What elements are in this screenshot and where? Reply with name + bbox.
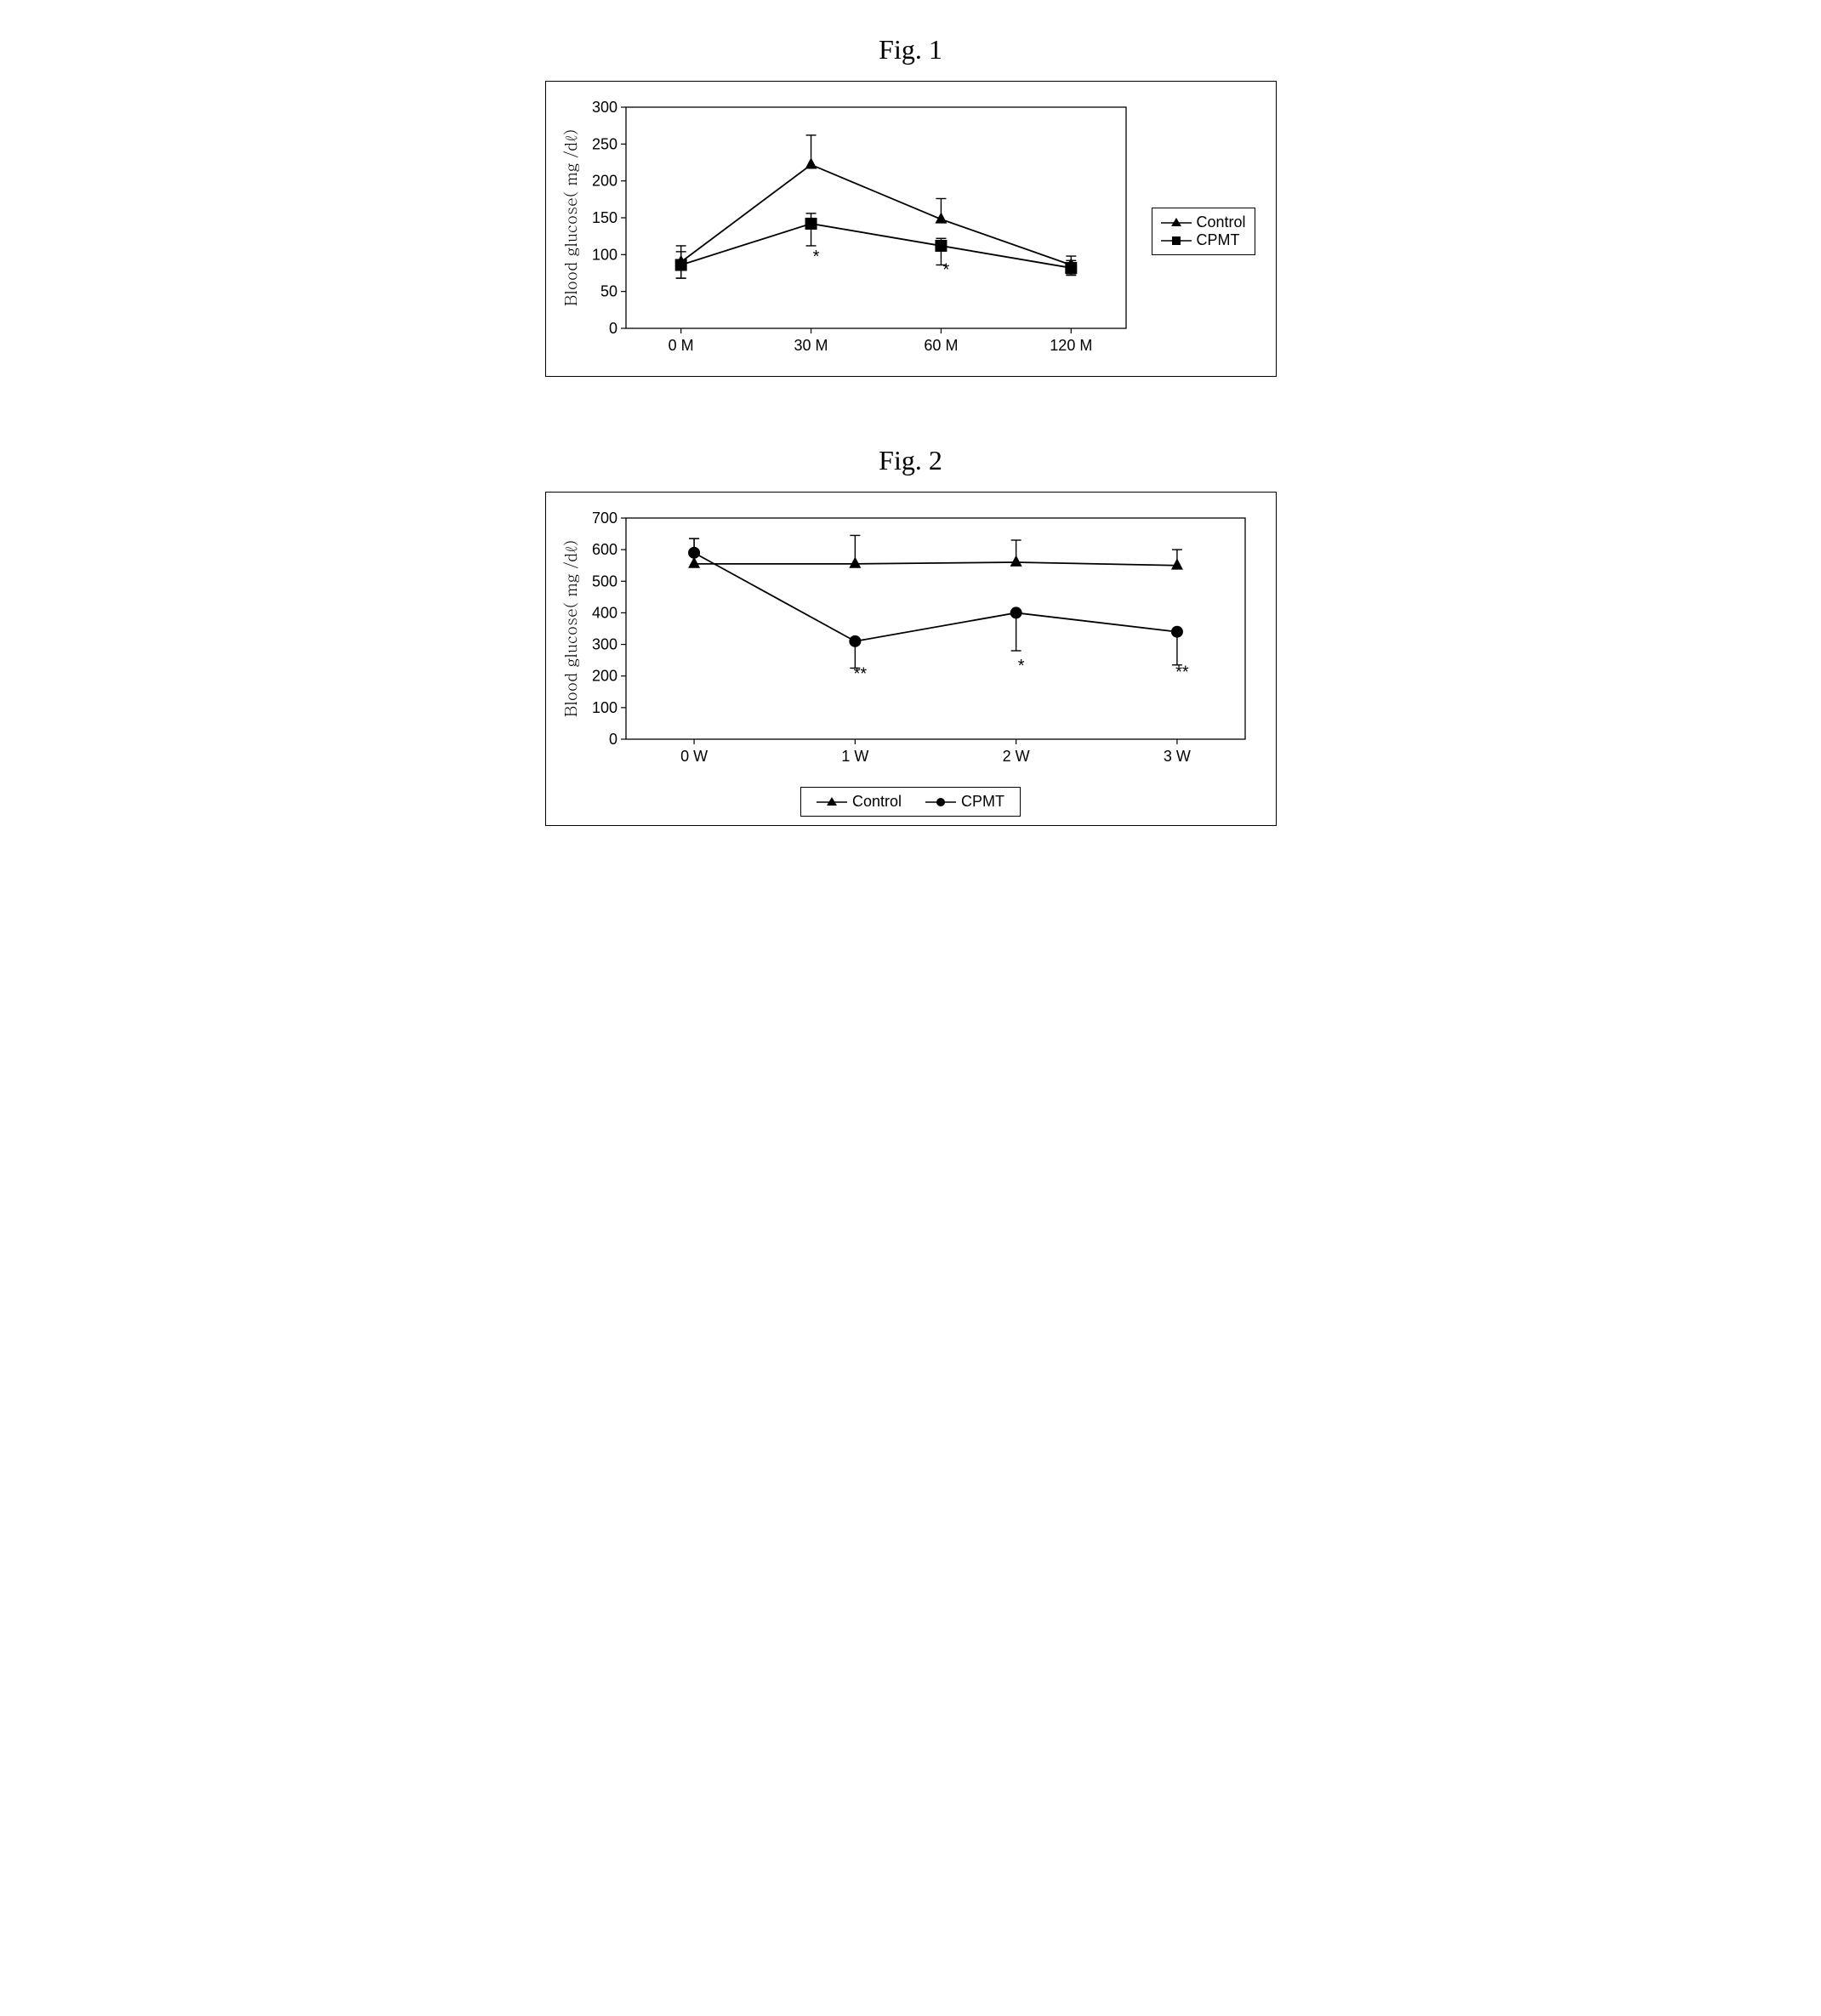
y-axis-label: Blood glucose( mg /dℓ)	[560, 129, 582, 306]
y-tick-label: 200	[591, 173, 617, 190]
y-tick-label: 250	[591, 135, 617, 152]
y-tick-label: 600	[591, 541, 617, 558]
figure-1-panel: 0 50 100 150 200 250 300 0 M 30 M 60 M 120 M Blood …	[545, 81, 1277, 377]
y-tick-label: 500	[591, 572, 617, 589]
y-tick-label: 150	[591, 209, 617, 226]
legend-label-cpmt: CPMT	[1197, 231, 1240, 249]
marker-cpmt	[935, 240, 947, 252]
x-tick-label: 2 W	[1002, 748, 1029, 765]
marker-cpmt	[674, 259, 686, 271]
figure-2-title: Fig. 2	[545, 445, 1277, 476]
marker-cpmt	[849, 635, 861, 647]
legend-marker-control	[1161, 216, 1192, 230]
significance-marker: **	[1175, 663, 1189, 682]
y-tick-label: 0	[608, 731, 617, 748]
legend-label-control: Control	[1197, 214, 1246, 231]
x-tick-label: 60 M	[924, 337, 958, 354]
legend-marker-cpmt	[1161, 234, 1192, 248]
y-tick-label: 100	[591, 246, 617, 263]
legend2-label-cpmt: CPMT	[961, 793, 1004, 811]
figure-1-chart: 0 50 100 150 200 250 300 0 M 30 M 60 M 120 M Blood …	[560, 95, 1138, 367]
legend2-marker-cpmt	[925, 795, 956, 809]
marker-cpmt	[1170, 626, 1182, 638]
x-tick-label: 120 M	[1050, 337, 1092, 354]
y-tick-label: 100	[591, 699, 617, 716]
y-tick-label: 200	[591, 668, 617, 685]
y-tick-label: 50	[600, 283, 617, 300]
legend2-marker-control	[817, 795, 847, 809]
figure-1-title: Fig. 1	[545, 34, 1277, 65]
figure-2-block: Fig. 2 0 100 200 300 400 500 600 700 0 W 1 W 2 W 3 …	[545, 445, 1277, 826]
legend2-label-control: Control	[852, 793, 902, 811]
x-tick-label: 1 W	[841, 748, 868, 765]
legend-row-control: Control	[1161, 214, 1246, 231]
y-tick-label: 700	[591, 510, 617, 527]
marker-cpmt	[1010, 607, 1021, 618]
figure-2-chart: 0 100 200 300 400 500 600 700 0 W 1 W 2 W 3 W Blood …	[560, 506, 1257, 778]
y-axis-label: Blood glucose( mg /dℓ)	[560, 540, 582, 717]
marker-cpmt	[1065, 262, 1077, 274]
x-tick-label: 0 M	[668, 337, 693, 354]
significance-marker: *	[812, 248, 819, 266]
y-tick-label: 0	[608, 320, 617, 337]
y-tick-label: 300	[591, 99, 617, 116]
figure-1-block: Fig. 1 0 50 100 150 200 250 300 0 M 30 M 60 M 120 …	[545, 34, 1277, 377]
legend-row-cpmt: CPMT	[1161, 231, 1246, 249]
x-tick-label: 30 M	[794, 337, 828, 354]
figure-2-legend: Control CPMT	[560, 787, 1262, 817]
legend2-row-cpmt: CPMT	[925, 793, 1004, 811]
legend2-row-control: Control	[817, 793, 902, 811]
significance-marker: *	[942, 261, 949, 280]
marker-cpmt	[688, 547, 700, 559]
figure-2-panel: 0 100 200 300 400 500 600 700 0 W 1 W 2 W 3 W Blood …	[545, 492, 1277, 826]
y-tick-label: 300	[591, 636, 617, 653]
marker-cpmt	[805, 218, 817, 230]
y-tick-label: 400	[591, 604, 617, 621]
figure-1-legend: Control CPMT	[1152, 208, 1255, 255]
x-tick-label: 0 W	[680, 748, 708, 765]
significance-marker: *	[1017, 657, 1024, 675]
x-tick-label: 3 W	[1163, 748, 1190, 765]
significance-marker: **	[853, 664, 867, 683]
